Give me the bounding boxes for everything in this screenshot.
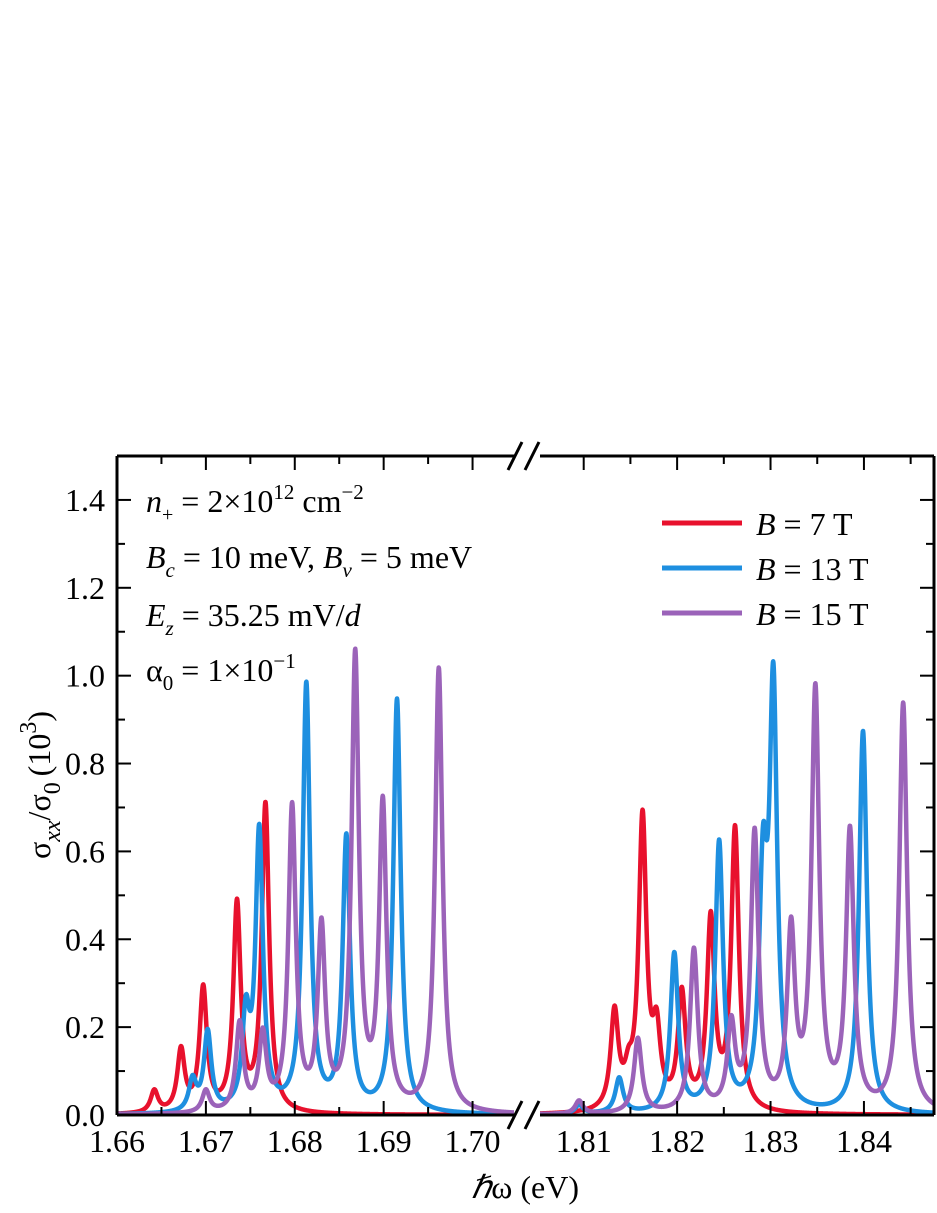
y-tick-label-4: 0.8 [65, 746, 105, 782]
y-tick-label-3: 0.6 [65, 833, 105, 869]
x-tick-label-0-3: 1.69 [356, 1123, 412, 1159]
y-tick-label-7: 1.4 [65, 482, 105, 518]
x-tick-label-0-4: 1.70 [445, 1123, 501, 1159]
x-tick-label-0-0: 1.66 [89, 1123, 145, 1159]
legend: B = 7 T B = 13 T B = 15 T [662, 506, 869, 632]
axis-break-bottom [506, 1099, 541, 1131]
legend-label-7T: B = 7 T [756, 506, 853, 542]
series-layer [117, 646, 934, 1115]
axis-break-top [506, 440, 541, 472]
series-line-2-segment-0 [117, 646, 519, 1115]
y-tick-label-5: 1.0 [65, 658, 105, 694]
x-tick-label-0-1: 1.67 [178, 1123, 234, 1159]
annotation-zeeman: Bc = 10 meV, Bv = 5 meV [146, 539, 472, 582]
ticks-layer: 0.0 0.2 0.4 0.6 0.8 1.0 1.2 1.4 1.66 1.67 1.68 1.69… [65, 455, 934, 1159]
series-line-2-segment-1 [535, 681, 934, 1115]
x-tick-label-0-2: 1.68 [267, 1123, 323, 1159]
legend-label-13T: B = 13 T [756, 551, 869, 587]
series-line-1-segment-0 [117, 679, 519, 1115]
annotation-alpha: α0 = 1×10−1 [146, 649, 296, 695]
x-tick-label-1-0: 1.81 [556, 1123, 612, 1159]
y-tick-label-0: 0.0 [65, 1097, 105, 1133]
annotation-density: n+ = 2×1012 cm−2 [146, 480, 364, 526]
x-tick-label-1-2: 1.83 [743, 1123, 799, 1159]
x-axis-label: ℏω (eV) [471, 1169, 579, 1205]
y-axis-label: σxx/σ0(103) [16, 711, 66, 859]
plot-frame [115, 454, 936, 1117]
y-tick-label-6: 1.2 [65, 570, 105, 606]
x-tick-label-1-3: 1.84 [836, 1123, 892, 1159]
y-tick-label-2: 0.4 [65, 921, 105, 957]
x-tick-label-1-1: 1.82 [649, 1123, 705, 1159]
y-tick-label-1: 0.2 [65, 1009, 105, 1045]
parameter-annotations: n+ = 2×1012 cm−2 Bc = 10 meV, Bv = 5 meV… [145, 480, 472, 695]
legend-label-15T: B = 15 T [756, 596, 869, 632]
annotation-field: Ez = 35.25 mV/d [145, 597, 362, 640]
